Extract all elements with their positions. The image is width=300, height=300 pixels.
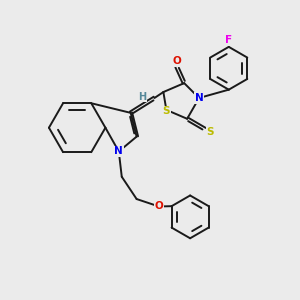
Text: S: S xyxy=(163,106,170,116)
Text: N: N xyxy=(114,146,123,157)
Text: O: O xyxy=(154,202,163,212)
Text: N: N xyxy=(195,93,203,103)
Text: O: O xyxy=(172,56,181,66)
Text: S: S xyxy=(207,127,214,137)
Text: H: H xyxy=(138,92,146,101)
Text: F: F xyxy=(225,35,232,45)
